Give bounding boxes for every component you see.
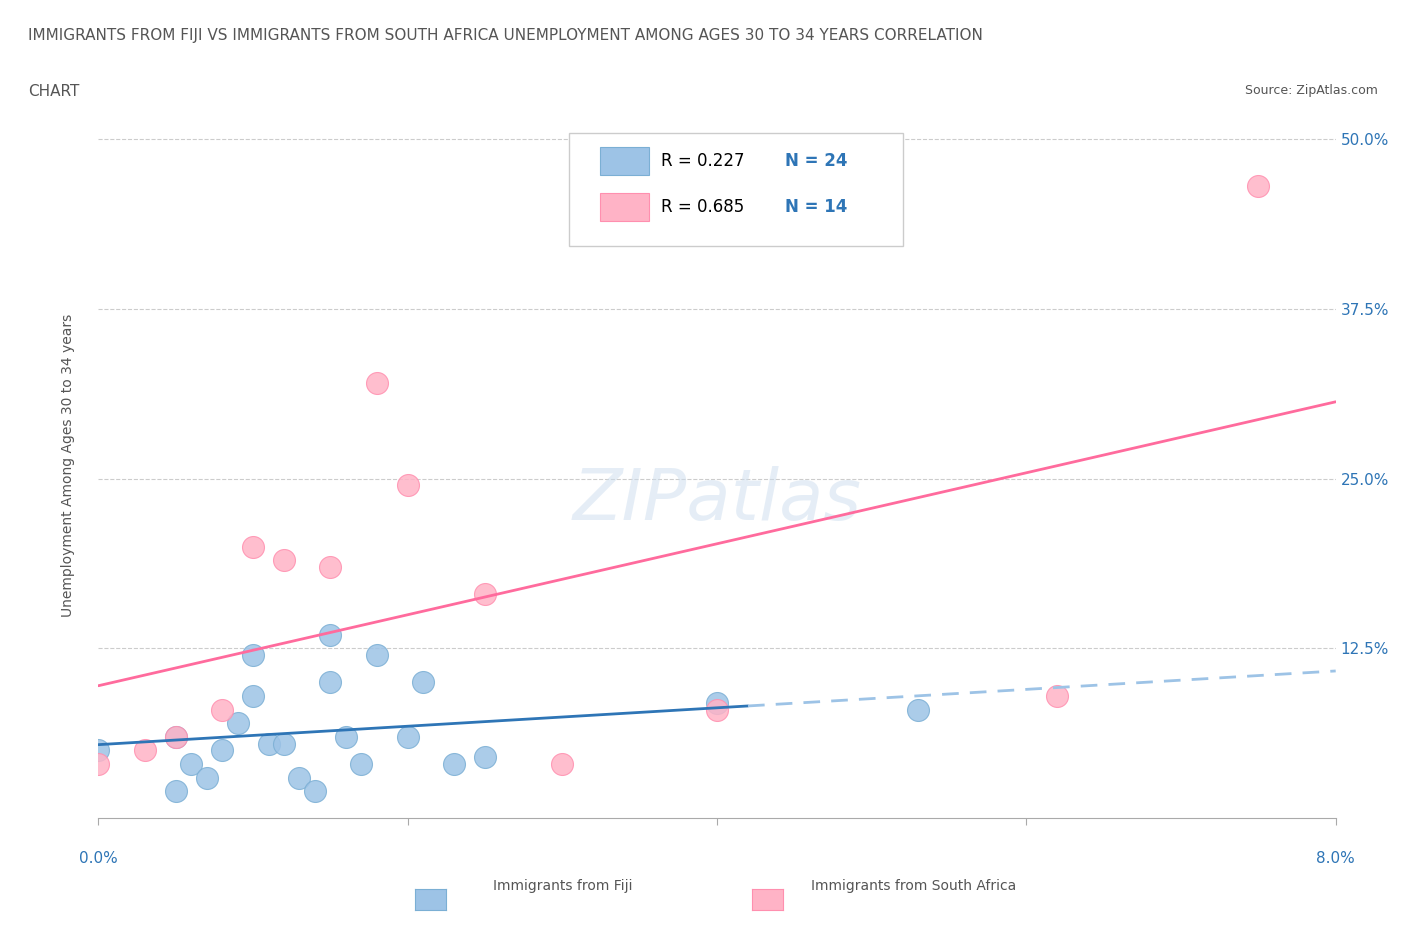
Point (87, 743, 110, 758)
Point (412, 675, 434, 690)
Point (165, 729, 187, 744)
FancyBboxPatch shape (599, 193, 650, 221)
Point (87, 757, 110, 772)
Point (350, 757, 373, 772)
Point (288, 770, 311, 785)
Point (474, 587, 496, 602)
Point (319, 628, 342, 643)
Point (396, 478, 419, 493)
Point (319, 675, 342, 690)
Text: 0.0%: 0.0% (79, 851, 118, 866)
Point (242, 648, 264, 663)
Text: R = 0.685: R = 0.685 (661, 198, 745, 216)
Point (257, 737, 280, 751)
Text: IMMIGRANTS FROM FIJI VS IMMIGRANTS FROM SOUTH AFRICA UNEMPLOYMENT AMONG AGES 30 : IMMIGRANTS FROM FIJI VS IMMIGRANTS FROM … (28, 28, 983, 43)
Point (443, 757, 465, 772)
Point (474, 750, 496, 764)
Point (211, 743, 233, 758)
Text: Immigrants from Fiji: Immigrants from Fiji (492, 879, 633, 893)
Point (706, 702, 728, 717)
Text: ZIPatlas: ZIPatlas (572, 466, 862, 535)
Text: 8.0%: 8.0% (1316, 851, 1355, 866)
Text: N = 24: N = 24 (785, 153, 848, 170)
Point (335, 729, 357, 744)
Point (366, 648, 388, 663)
Text: Source: ZipAtlas.com: Source: ZipAtlas.com (1244, 84, 1378, 97)
Point (396, 729, 419, 744)
Text: N = 14: N = 14 (785, 198, 848, 216)
Point (226, 716, 249, 731)
Point (165, 784, 187, 799)
Point (195, 770, 218, 785)
Point (242, 688, 264, 703)
Y-axis label: Unemployment Among Ages 30 to 34 years: Unemployment Among Ages 30 to 34 years (60, 313, 75, 617)
Point (273, 737, 295, 751)
Point (304, 784, 326, 799)
Point (366, 376, 388, 391)
Point (134, 743, 156, 758)
FancyBboxPatch shape (568, 133, 903, 246)
Point (1046, 688, 1069, 703)
Point (180, 757, 202, 772)
Point (706, 696, 728, 711)
Point (1247, 179, 1270, 193)
Point (211, 702, 233, 717)
Text: R = 0.227: R = 0.227 (661, 153, 745, 170)
Point (242, 539, 264, 554)
Point (165, 729, 187, 744)
Text: Immigrants from South Africa: Immigrants from South Africa (811, 879, 1017, 893)
Point (907, 702, 929, 717)
Text: CHART: CHART (28, 84, 80, 99)
Point (551, 757, 574, 772)
Point (273, 552, 295, 567)
Point (319, 560, 342, 575)
FancyBboxPatch shape (599, 147, 650, 175)
